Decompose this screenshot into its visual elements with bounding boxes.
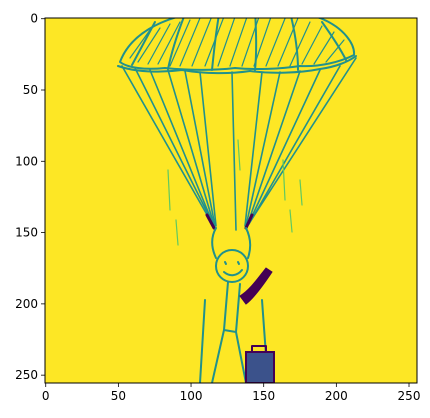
x-tick-label: 100 <box>180 389 203 403</box>
parachutist-sketch-icon <box>117 18 357 383</box>
right-leg <box>235 331 247 383</box>
body <box>223 281 241 333</box>
y-tick-label: 250 <box>15 368 38 382</box>
left-riser <box>205 213 216 230</box>
right-riser <box>244 213 254 230</box>
scarf <box>239 267 273 305</box>
canopy-lower-edge <box>117 55 357 75</box>
y-axis: 0 50 100 150 200 250 <box>15 12 45 382</box>
canopy-seam-5 <box>290 18 299 71</box>
canopy-hatching <box>129 18 345 67</box>
canopy-seam-6 <box>321 21 347 61</box>
x-tick-label: 0 <box>42 389 50 403</box>
y-tick-label: 50 <box>23 83 38 97</box>
y-tick-label: 0 <box>30 12 38 26</box>
canopy-seam-1 <box>131 21 156 66</box>
plot-frame <box>44 17 418 384</box>
y-tick-label: 150 <box>15 226 38 240</box>
image-plot-area <box>44 17 418 384</box>
y-tick-label: 100 <box>15 154 38 168</box>
canopy-seam-4 <box>254 18 258 71</box>
mouth <box>223 269 243 277</box>
motion-streaks <box>167 139 303 246</box>
canopy-seam-2 <box>167 18 185 70</box>
x-tick-label: 200 <box>325 389 348 403</box>
heatmap-background <box>45 18 417 383</box>
head <box>215 249 249 283</box>
y-tick-label: 200 <box>15 297 38 311</box>
left-side-line <box>199 299 206 383</box>
suspension-lines <box>121 57 357 231</box>
right-eye <box>237 261 240 265</box>
left-eye <box>224 261 227 265</box>
right-arm-raised <box>245 227 252 259</box>
left-arm-raised <box>211 227 217 259</box>
briefcase-icon <box>245 345 275 383</box>
x-tick-label: 250 <box>398 389 421 403</box>
x-tick-label: 150 <box>252 389 275 403</box>
x-tick-label: 50 <box>111 389 126 403</box>
x-axis: 0 50 100 150 200 250 <box>42 383 421 403</box>
left-leg <box>211 329 225 383</box>
